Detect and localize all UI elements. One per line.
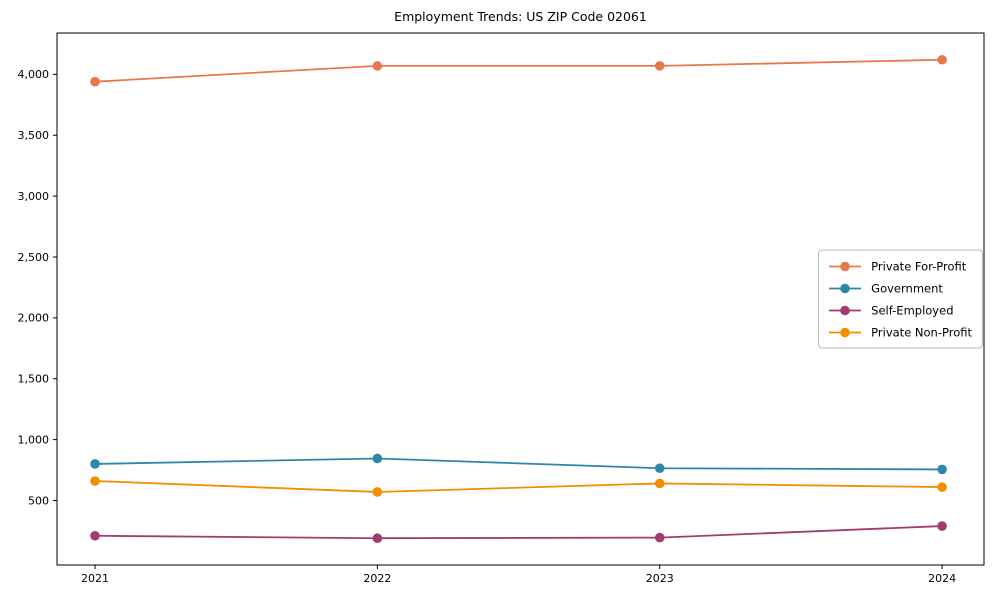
chart-title: Employment Trends: US ZIP Code 02061 <box>394 9 647 24</box>
data-point-marker <box>90 76 100 87</box>
legend-item: Private Non-Profit <box>828 324 972 341</box>
legend-swatch-icon <box>829 261 862 271</box>
axes-frame <box>56 32 985 566</box>
y-tick-label: 500 <box>28 494 49 507</box>
data-point-marker <box>937 482 947 492</box>
x-tick-label: 2024 <box>928 572 956 585</box>
data-point-marker <box>90 459 100 469</box>
legend-label: Private Non-Profit <box>871 325 972 339</box>
y-tick-label: 3,000 <box>18 190 50 203</box>
legend-label: Government <box>871 281 943 295</box>
x-tick-label: 2022 <box>363 572 391 585</box>
data-point-marker <box>654 463 665 474</box>
data-point-marker <box>937 54 947 65</box>
legend-item: Self-Employed <box>828 302 972 319</box>
y-tick-label: 3,500 <box>18 129 50 142</box>
data-point-marker <box>90 476 100 486</box>
y-tick-label: 1,500 <box>18 373 50 386</box>
data-point-marker <box>90 530 100 541</box>
data-point-marker <box>654 61 665 71</box>
data-point-marker <box>372 487 383 497</box>
series-line <box>94 58 943 83</box>
data-point-marker <box>654 532 665 543</box>
data-point-marker <box>937 521 947 531</box>
y-tick-label: 2,000 <box>18 312 50 325</box>
legend: Private For-Profit Government Self-Employe… <box>818 249 983 349</box>
legend-item: Private For-Profit <box>828 258 972 275</box>
data-point-marker <box>372 453 383 464</box>
data-point-marker <box>372 61 383 71</box>
y-tick-label: 2,500 <box>18 251 50 264</box>
y-tick-label: 1,000 <box>18 433 50 446</box>
data-point-marker <box>372 533 383 544</box>
legend-swatch-icon <box>829 305 862 315</box>
series-line <box>94 525 943 540</box>
data-point-marker <box>937 464 947 475</box>
legend-swatch-icon <box>829 327 862 337</box>
x-tick-label: 2021 <box>81 572 109 585</box>
legend-label: Self-Employed <box>871 303 954 317</box>
legend-item: Government <box>828 280 972 297</box>
legend-label: Private For-Profit <box>871 259 967 273</box>
series-line <box>94 457 943 471</box>
series-line <box>94 480 943 493</box>
legend-swatch-icon <box>829 283 862 293</box>
x-tick-label: 2023 <box>646 572 674 585</box>
y-tick-label: 4,000 <box>18 68 50 81</box>
data-point-marker <box>654 478 665 489</box>
